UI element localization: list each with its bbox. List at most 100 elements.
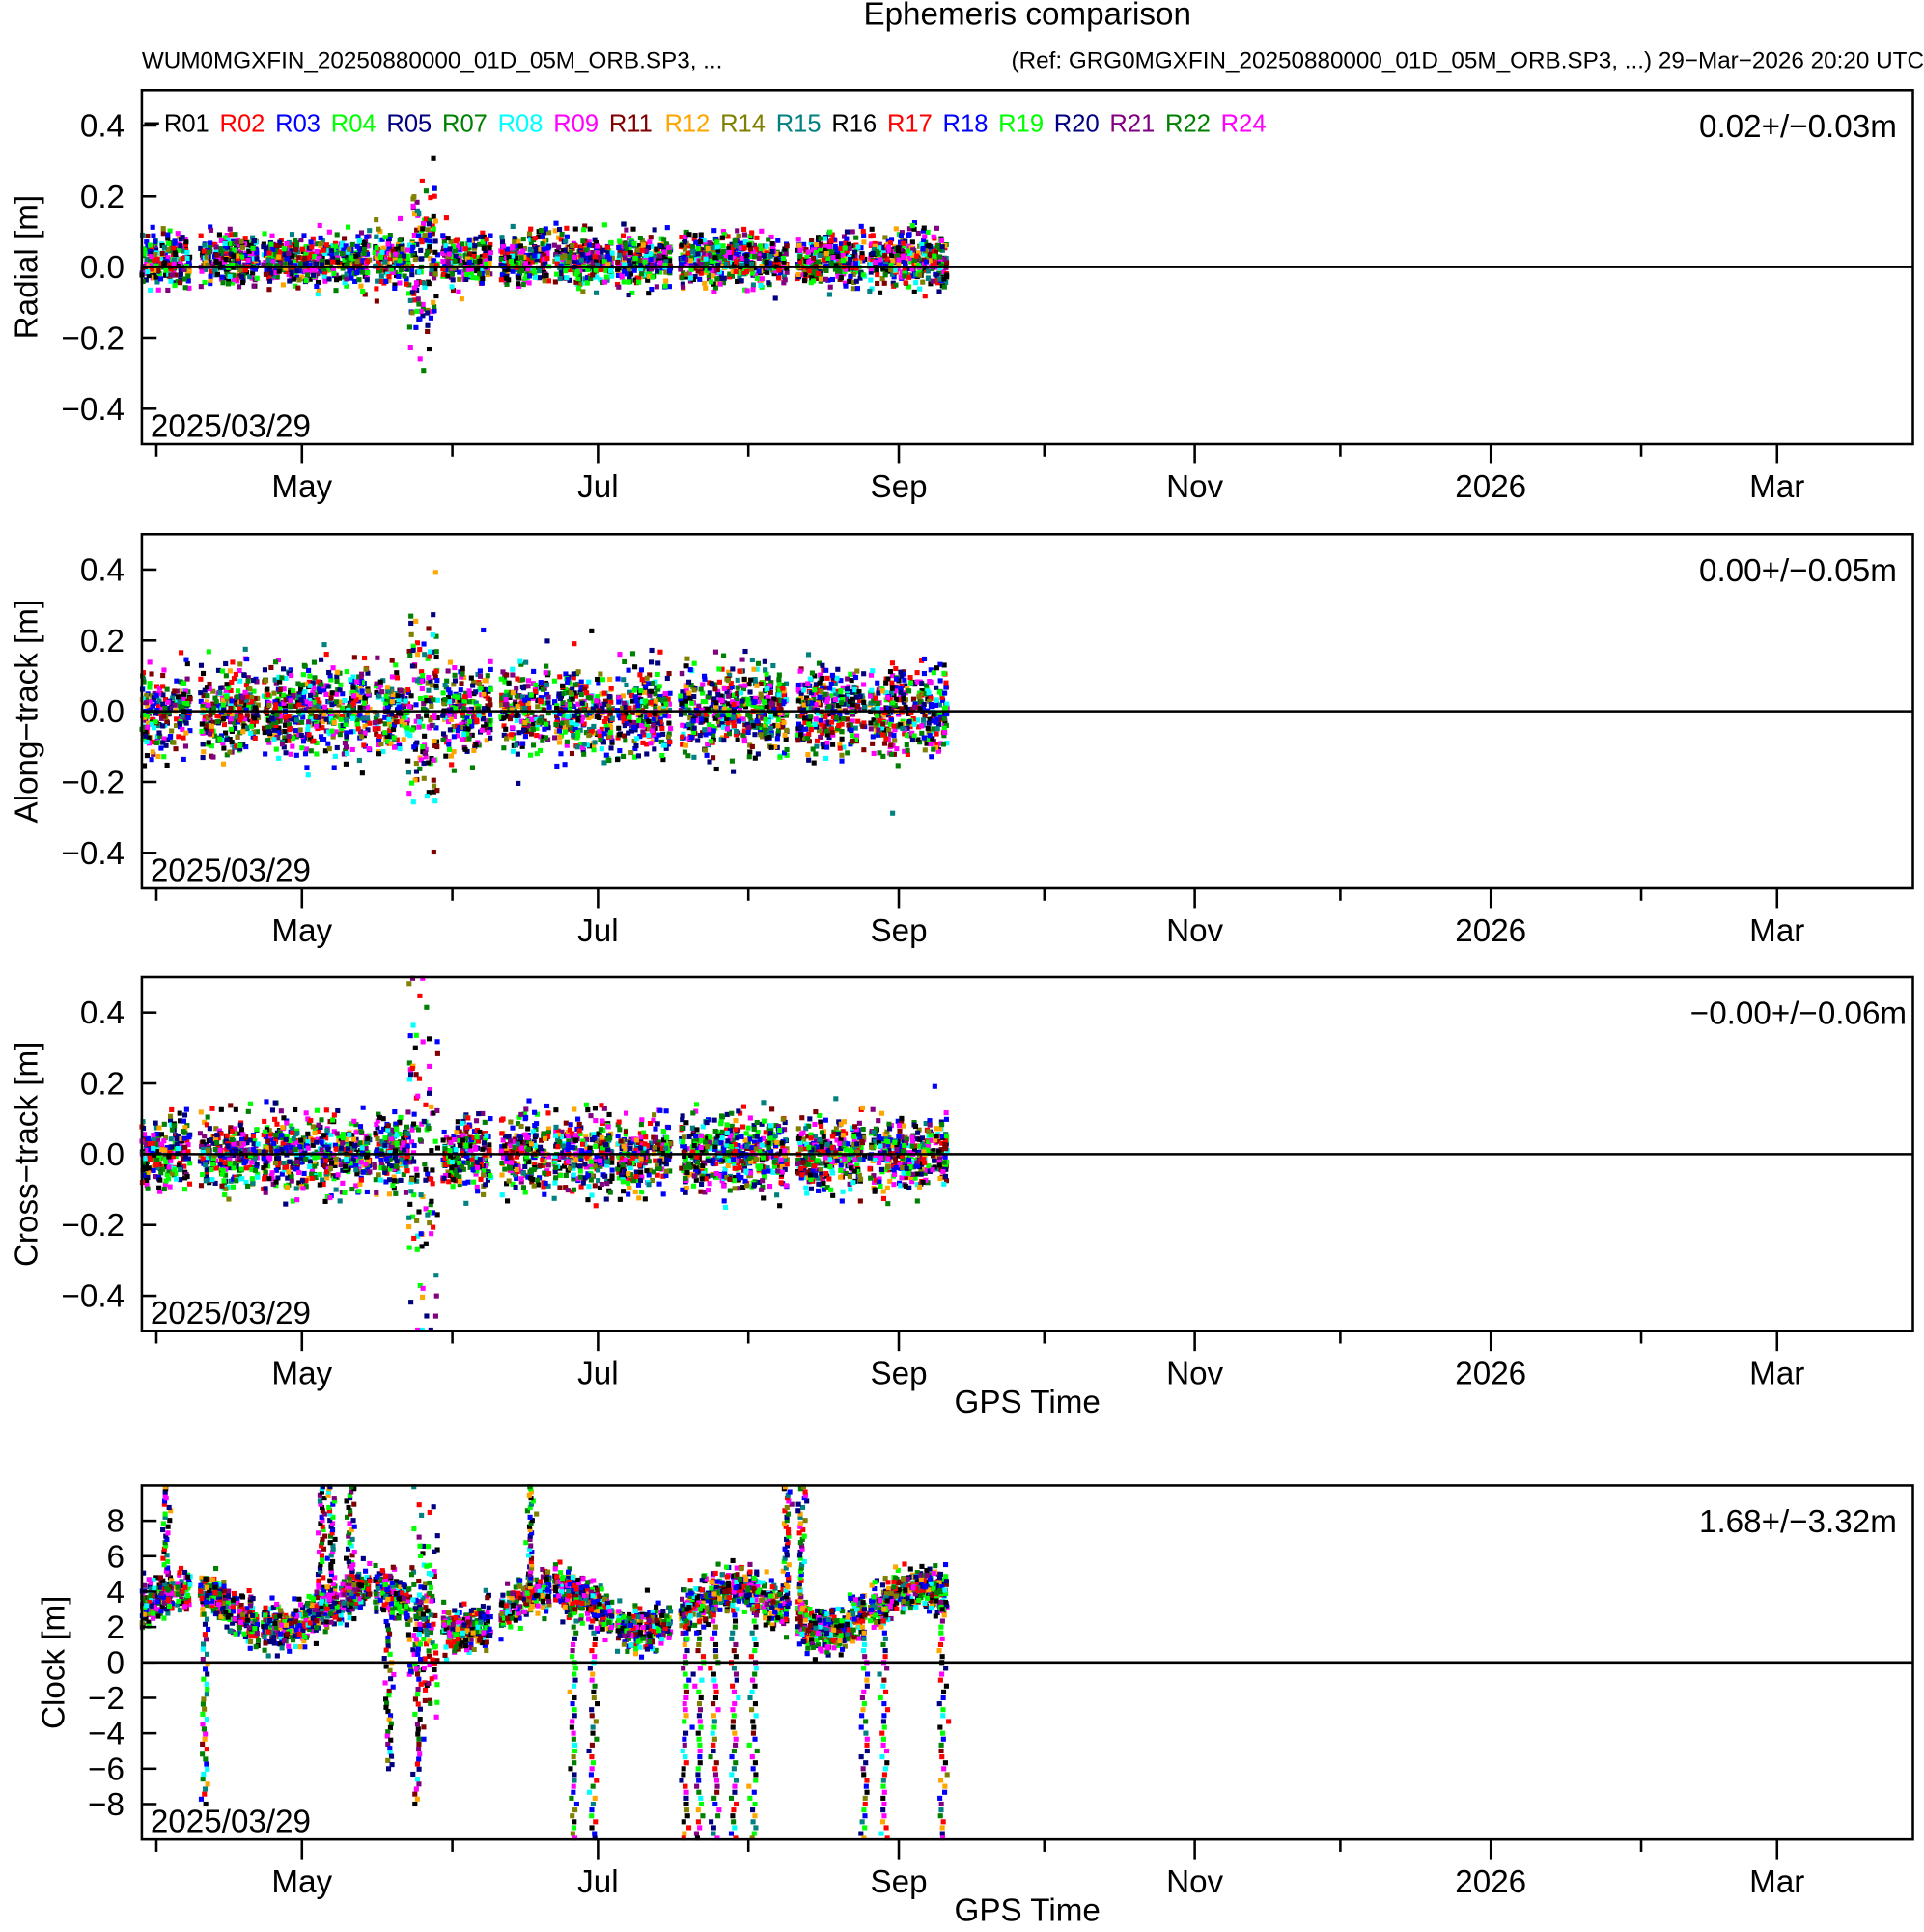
data-point [844, 248, 850, 254]
data-point [426, 346, 432, 352]
data-point [325, 244, 331, 250]
data-point [827, 284, 833, 290]
data-point [250, 701, 256, 707]
data-point [182, 236, 188, 242]
data-point [448, 255, 454, 261]
data-point [622, 262, 627, 267]
data-point [213, 699, 219, 705]
data-point [484, 738, 489, 743]
data-point [661, 237, 667, 242]
data-point [715, 247, 721, 253]
data-point [451, 682, 457, 687]
data-point [315, 697, 321, 703]
data-point [358, 230, 365, 236]
data-point [154, 279, 160, 285]
data-point [310, 272, 317, 278]
data-point [747, 234, 753, 239]
data-point [269, 233, 275, 238]
data-point [721, 275, 727, 281]
data-point [342, 236, 348, 241]
data-point [682, 238, 688, 244]
data-point [850, 229, 855, 235]
data-point [234, 743, 239, 749]
data-point [396, 710, 402, 715]
data-point [312, 702, 318, 708]
data-point [767, 266, 772, 271]
data-point [466, 244, 472, 251]
data-point [307, 262, 313, 267]
data-point [276, 268, 282, 274]
data-point [567, 255, 572, 261]
data-point [431, 213, 436, 219]
data-point [664, 225, 670, 231]
data-point [227, 737, 233, 742]
data-point [306, 719, 312, 725]
data-point [332, 753, 338, 759]
data-point [333, 729, 339, 735]
data-point [769, 248, 775, 255]
data-point [144, 739, 150, 744]
data-point [254, 679, 260, 685]
data-point [540, 241, 545, 247]
data-point [432, 303, 437, 310]
data-point [265, 738, 271, 743]
data-point [282, 252, 288, 258]
data-point [717, 275, 723, 281]
data-point [273, 659, 279, 665]
data-point [265, 258, 271, 264]
data-point [147, 699, 153, 705]
data-point [254, 256, 260, 262]
data-point [172, 250, 178, 256]
data-point [741, 232, 747, 238]
data-point [930, 263, 936, 268]
data-point [890, 280, 896, 286]
data-point [420, 313, 426, 319]
data-point [265, 686, 270, 692]
data-point [419, 669, 425, 675]
data-point [323, 691, 329, 697]
data-point [594, 290, 600, 295]
data-point [797, 260, 803, 266]
data-point [475, 740, 481, 745]
data-point [591, 242, 597, 249]
data-point [828, 238, 834, 244]
data-point [503, 275, 509, 281]
data-point [452, 697, 458, 703]
data-point [529, 259, 535, 265]
data-point [594, 257, 600, 263]
data-point [203, 266, 209, 272]
data-point [293, 240, 300, 246]
data-point [424, 697, 430, 704]
data-point [171, 245, 177, 251]
data-point [478, 686, 484, 691]
data-point [782, 246, 788, 252]
data-point [212, 267, 218, 273]
data-point [911, 289, 917, 294]
data-point [294, 244, 300, 250]
data-point [331, 720, 337, 726]
data-point [580, 289, 586, 294]
data-point [417, 766, 423, 771]
data-point [379, 249, 385, 255]
data-point [460, 725, 466, 731]
data-point [843, 283, 849, 289]
data-point [909, 239, 915, 245]
data-point [457, 276, 462, 282]
data-point [447, 659, 453, 665]
data-point [327, 673, 333, 679]
data-point [868, 234, 874, 239]
data-point [164, 705, 171, 711]
data-point [805, 249, 811, 255]
data-point [735, 278, 740, 285]
data-point [447, 690, 453, 696]
x-tick-label: May [271, 469, 332, 505]
data-point [198, 233, 204, 238]
data-point [528, 252, 534, 258]
data-point [385, 705, 391, 711]
data-point [171, 261, 177, 266]
data-point [151, 725, 157, 731]
data-point [319, 258, 324, 264]
data-point [289, 232, 295, 238]
data-point [422, 733, 428, 739]
data-point [466, 736, 472, 742]
